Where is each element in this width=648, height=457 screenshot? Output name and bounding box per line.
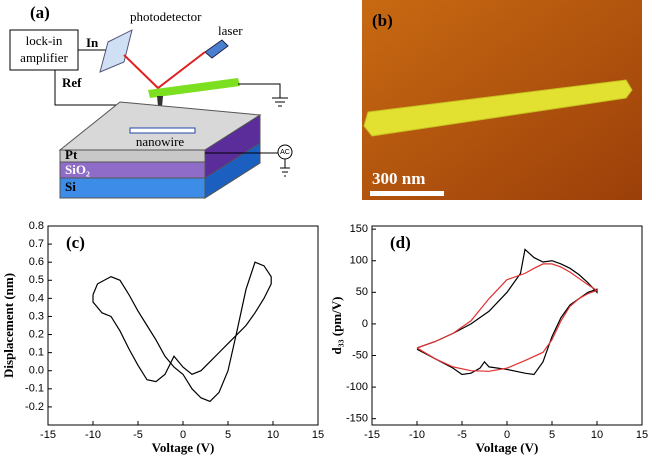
scale-label: 300 nm bbox=[372, 169, 425, 188]
ac-label: AC bbox=[280, 149, 290, 156]
y-tick-label: 0.6 bbox=[29, 256, 44, 268]
layer-label: Si bbox=[65, 179, 76, 194]
x-tick-label: 15 bbox=[636, 429, 648, 441]
nanowire bbox=[129, 127, 196, 134]
ac-source bbox=[277, 144, 293, 160]
y-axis-title: Displacement (nm) bbox=[1, 273, 16, 378]
x-tick-label: -5 bbox=[457, 429, 467, 441]
y-tick-label: -150 bbox=[346, 413, 368, 425]
si-layer bbox=[59, 177, 206, 199]
in-label: In bbox=[86, 35, 99, 50]
plot-frame bbox=[371, 225, 643, 426]
y-tick-label: -0.1 bbox=[25, 383, 44, 395]
x-tick-label: -15 bbox=[364, 429, 380, 441]
panel-label: (a) bbox=[30, 3, 50, 22]
y-tick-label: 0.8 bbox=[29, 220, 44, 232]
pt-layer bbox=[59, 149, 206, 163]
x-tick-label: -10 bbox=[409, 429, 425, 441]
y-tick-label: 0.2 bbox=[29, 328, 44, 340]
photodetector bbox=[99, 29, 133, 73]
amplifier-box bbox=[9, 29, 79, 71]
scale-bar bbox=[370, 191, 444, 196]
x-axis-title: Voltage (V) bbox=[476, 440, 539, 455]
x-tick-label: -5 bbox=[133, 429, 143, 441]
x-tick-label: 0 bbox=[180, 429, 186, 441]
y-tick-label: 0.1 bbox=[29, 347, 44, 359]
y-tick-label: 0.4 bbox=[29, 292, 44, 304]
x-tick-label: 5 bbox=[549, 429, 555, 441]
amplifier-text: amplifier bbox=[20, 50, 68, 65]
beam bbox=[123, 51, 206, 90]
y-tick-label: 50 bbox=[356, 286, 368, 298]
y-tick-label: 0 bbox=[362, 318, 368, 330]
laser bbox=[204, 39, 229, 59]
y-tick-label: -50 bbox=[352, 349, 368, 361]
y-tick-label: -0.2 bbox=[25, 401, 44, 413]
nanowire-image bbox=[363, 79, 633, 137]
y-tick-label: 100 bbox=[350, 255, 368, 267]
ref-label: Ref bbox=[62, 75, 82, 90]
x-tick-label: 5 bbox=[225, 429, 231, 441]
x-tick-label: -10 bbox=[85, 429, 101, 441]
layer-label: SiO₂ bbox=[65, 162, 90, 177]
data-line bbox=[92, 261, 272, 403]
y-axis-title: d₃₃ (pm/V) bbox=[329, 297, 344, 355]
x-tick-label: 0 bbox=[504, 429, 510, 441]
layer-label: Pt bbox=[65, 147, 78, 162]
y-tick-label: 0.3 bbox=[29, 310, 44, 322]
y-tick-label: 0.0 bbox=[29, 365, 44, 377]
side bbox=[204, 142, 261, 199]
detector-label: photodetector bbox=[130, 9, 202, 24]
data-line bbox=[416, 263, 599, 372]
wire bbox=[54, 49, 120, 106]
laser-label: laser bbox=[218, 23, 243, 38]
afm-image: (b) 300 nm bbox=[362, 0, 642, 200]
y-tick-label: -100 bbox=[346, 381, 368, 393]
ground bbox=[238, 83, 288, 107]
amplifier-text: lock-in bbox=[26, 33, 63, 48]
x-tick-label: -15 bbox=[40, 429, 56, 441]
x-tick-label: 10 bbox=[591, 429, 603, 441]
panel-label: (d) bbox=[390, 233, 411, 252]
panel-label: (b) bbox=[372, 11, 393, 30]
x-tick-label: 10 bbox=[267, 429, 279, 441]
y-tick-label: 150 bbox=[350, 223, 368, 235]
data-line bbox=[416, 248, 598, 376]
schematic: (a) lock-in amplifier In Ref photodetect… bbox=[9, 3, 293, 199]
y-tick-label: 0.5 bbox=[29, 274, 44, 286]
nanowire-label: nanowire bbox=[136, 134, 185, 149]
panel-label: (c) bbox=[66, 233, 85, 252]
x-tick-label: 15 bbox=[312, 429, 324, 441]
x-axis-title: Voltage (V) bbox=[152, 440, 215, 455]
plot-frame bbox=[47, 225, 319, 426]
y-tick-label: 0.7 bbox=[29, 238, 44, 250]
cantilever bbox=[148, 78, 240, 98]
